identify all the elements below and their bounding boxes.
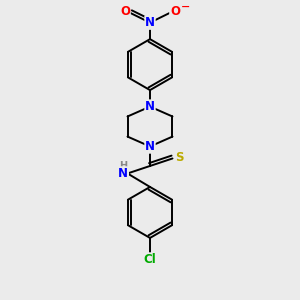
Text: O: O xyxy=(120,5,130,18)
Text: N: N xyxy=(145,100,155,113)
Text: N: N xyxy=(145,140,155,153)
Text: Cl: Cl xyxy=(144,253,156,266)
Text: S: S xyxy=(175,151,183,164)
Text: N: N xyxy=(118,167,128,180)
Text: −: − xyxy=(180,2,190,11)
Text: N: N xyxy=(145,16,155,29)
Text: O: O xyxy=(170,5,180,18)
Text: H: H xyxy=(119,161,128,171)
